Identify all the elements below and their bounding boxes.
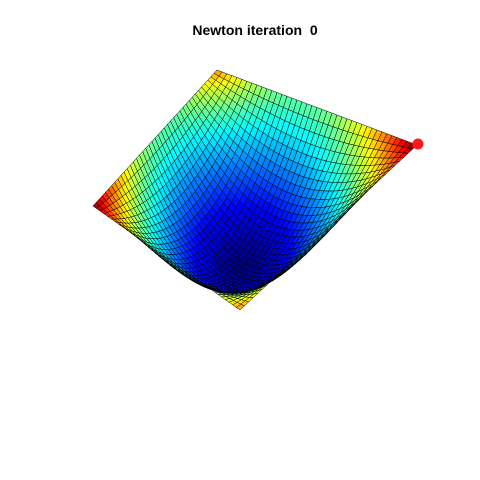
iterate-marker [412,138,424,150]
surface-mesh [92,69,418,311]
surface-patch [235,303,245,311]
plot-title: Newton iteration 0 [192,22,318,38]
